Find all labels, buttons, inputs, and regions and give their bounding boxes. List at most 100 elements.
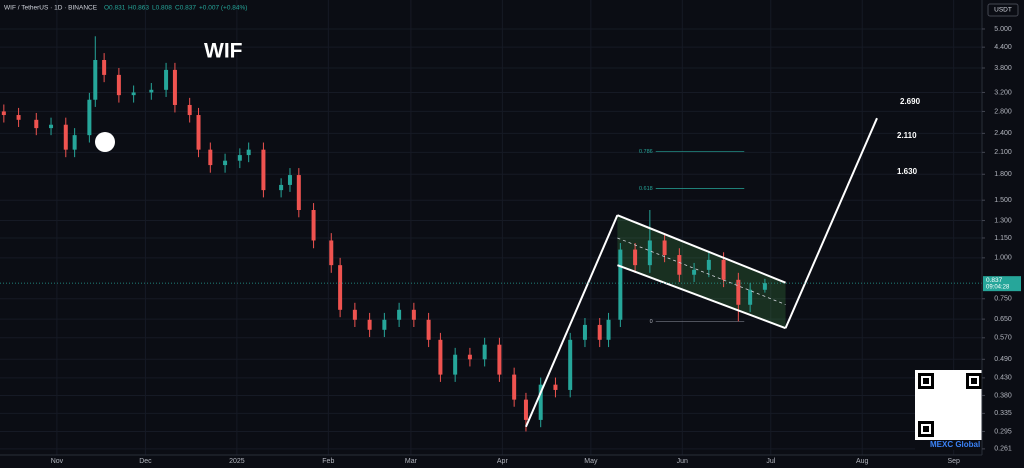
y-tick-label: 2.100 (994, 149, 1012, 156)
candle-body (63, 124, 68, 150)
candle-body (164, 69, 169, 90)
y-tick-label: 3.200 (994, 89, 1012, 96)
price-axis (982, 0, 1024, 468)
candle-body (438, 339, 443, 375)
y-tick-label: 1.000 (994, 255, 1012, 262)
x-tick-label: Jun (677, 458, 688, 465)
candle-body (246, 149, 251, 156)
candle-body (72, 135, 77, 150)
candle-body (633, 249, 638, 266)
y-tick-label: 0.261 (994, 446, 1012, 453)
candle-body (618, 249, 623, 320)
candle-body (49, 124, 54, 129)
y-tick-label: 0.650 (994, 316, 1012, 323)
qr-finder (923, 378, 929, 384)
candle-body (223, 160, 228, 166)
candle-body (16, 115, 21, 120)
x-tick-label: May (584, 458, 598, 465)
candle-body (187, 104, 192, 116)
y-tick-label: 0.295 (994, 428, 1012, 435)
y-tick-label: 1.300 (994, 217, 1012, 224)
candle-body (87, 99, 92, 136)
x-tick-label: 2025 (229, 458, 245, 465)
candle-body (597, 324, 602, 340)
y-tick-label: 0.490 (994, 356, 1012, 363)
fib-label: 0.786 (639, 149, 653, 155)
candle-body (538, 384, 543, 420)
candle-body (512, 374, 517, 400)
candle-body (497, 344, 502, 375)
y-tick-label: 2.400 (994, 130, 1012, 137)
candle-body (426, 319, 431, 340)
candle-body (296, 175, 301, 211)
x-tick-label: Feb (322, 458, 334, 465)
ohlc-open: O0.831 (104, 5, 126, 12)
candle-body (93, 60, 98, 100)
y-tick-label: 1.150 (994, 235, 1012, 242)
y-tick-label: 0.570 (994, 335, 1012, 342)
ohlc-change: +0.007 (+0.84%) (199, 5, 247, 12)
header: WIF / TetherUS · 1D · BINANCE O0.831 H0.… (4, 5, 247, 12)
candle-body (382, 319, 387, 330)
ohlc-close: C0.837 (175, 5, 196, 12)
qr-pattern (918, 373, 982, 437)
candle-body (279, 184, 284, 191)
x-tick-label: Mar (405, 458, 418, 465)
x-tick-label: Sep (947, 458, 960, 465)
target-labels: 2.690 2.110 1.630 (897, 97, 921, 176)
candle-body (553, 384, 558, 390)
candle-body (1, 111, 6, 116)
candle-body (606, 319, 611, 340)
currency: USDT (994, 7, 1012, 14)
ohlc-low: L0.808 (152, 5, 172, 12)
x-tick-label: Nov (51, 458, 64, 465)
candle-body (762, 283, 767, 290)
candle-body (692, 269, 697, 275)
target-label: 2.690 (900, 97, 921, 106)
price-tag-countdown: 09:04:28 (986, 285, 1010, 291)
candle-body (367, 319, 372, 330)
y-tick-label: 3.800 (994, 65, 1012, 72)
candle-body (677, 255, 682, 275)
candle-body (116, 74, 121, 96)
candle-body (237, 155, 242, 161)
candle-body (34, 119, 39, 129)
candle-body (706, 259, 711, 270)
candle-body (329, 240, 334, 266)
candle-body (736, 279, 741, 305)
candle-body (411, 309, 416, 320)
pattern-line (617, 264, 786, 330)
x-tick-label: Dec (139, 458, 152, 465)
chart-title: WIF (204, 40, 243, 63)
fib-label: 0 (650, 319, 653, 325)
pattern-line (525, 214, 619, 428)
y-tick-label: 0.750 (994, 296, 1012, 303)
candle-body (261, 149, 266, 191)
marker-dot (95, 132, 115, 152)
grid (0, 0, 982, 455)
currency-box[interactable] (987, 3, 1019, 17)
pattern-line (784, 117, 878, 329)
candle-body (311, 210, 316, 241)
candle-body (582, 324, 587, 340)
symbol: WIF / TetherUS · 1D · BINANCE (4, 5, 98, 12)
watermark-band (915, 440, 985, 450)
candle-body (102, 60, 107, 75)
y-tick-label: 0.335 (994, 410, 1012, 417)
candle-body (453, 354, 458, 375)
channel-midline (617, 237, 786, 305)
candle-body (523, 399, 528, 420)
y-tick-label: 4.400 (994, 44, 1012, 51)
candle-body (721, 259, 726, 280)
plot: 0.786 0.618 0 (0, 36, 982, 432)
y-tick-label: 1.500 (994, 197, 1012, 204)
candle-body (287, 175, 292, 185)
y-tick-label: 0.380 (994, 392, 1012, 399)
watermark-text: MEXC Global (930, 440, 980, 449)
candle-body (662, 240, 667, 256)
y-tick-label: 2.800 (994, 108, 1012, 115)
y-tick-label: 0.430 (994, 375, 1012, 382)
target-label: 2.110 (897, 131, 917, 140)
